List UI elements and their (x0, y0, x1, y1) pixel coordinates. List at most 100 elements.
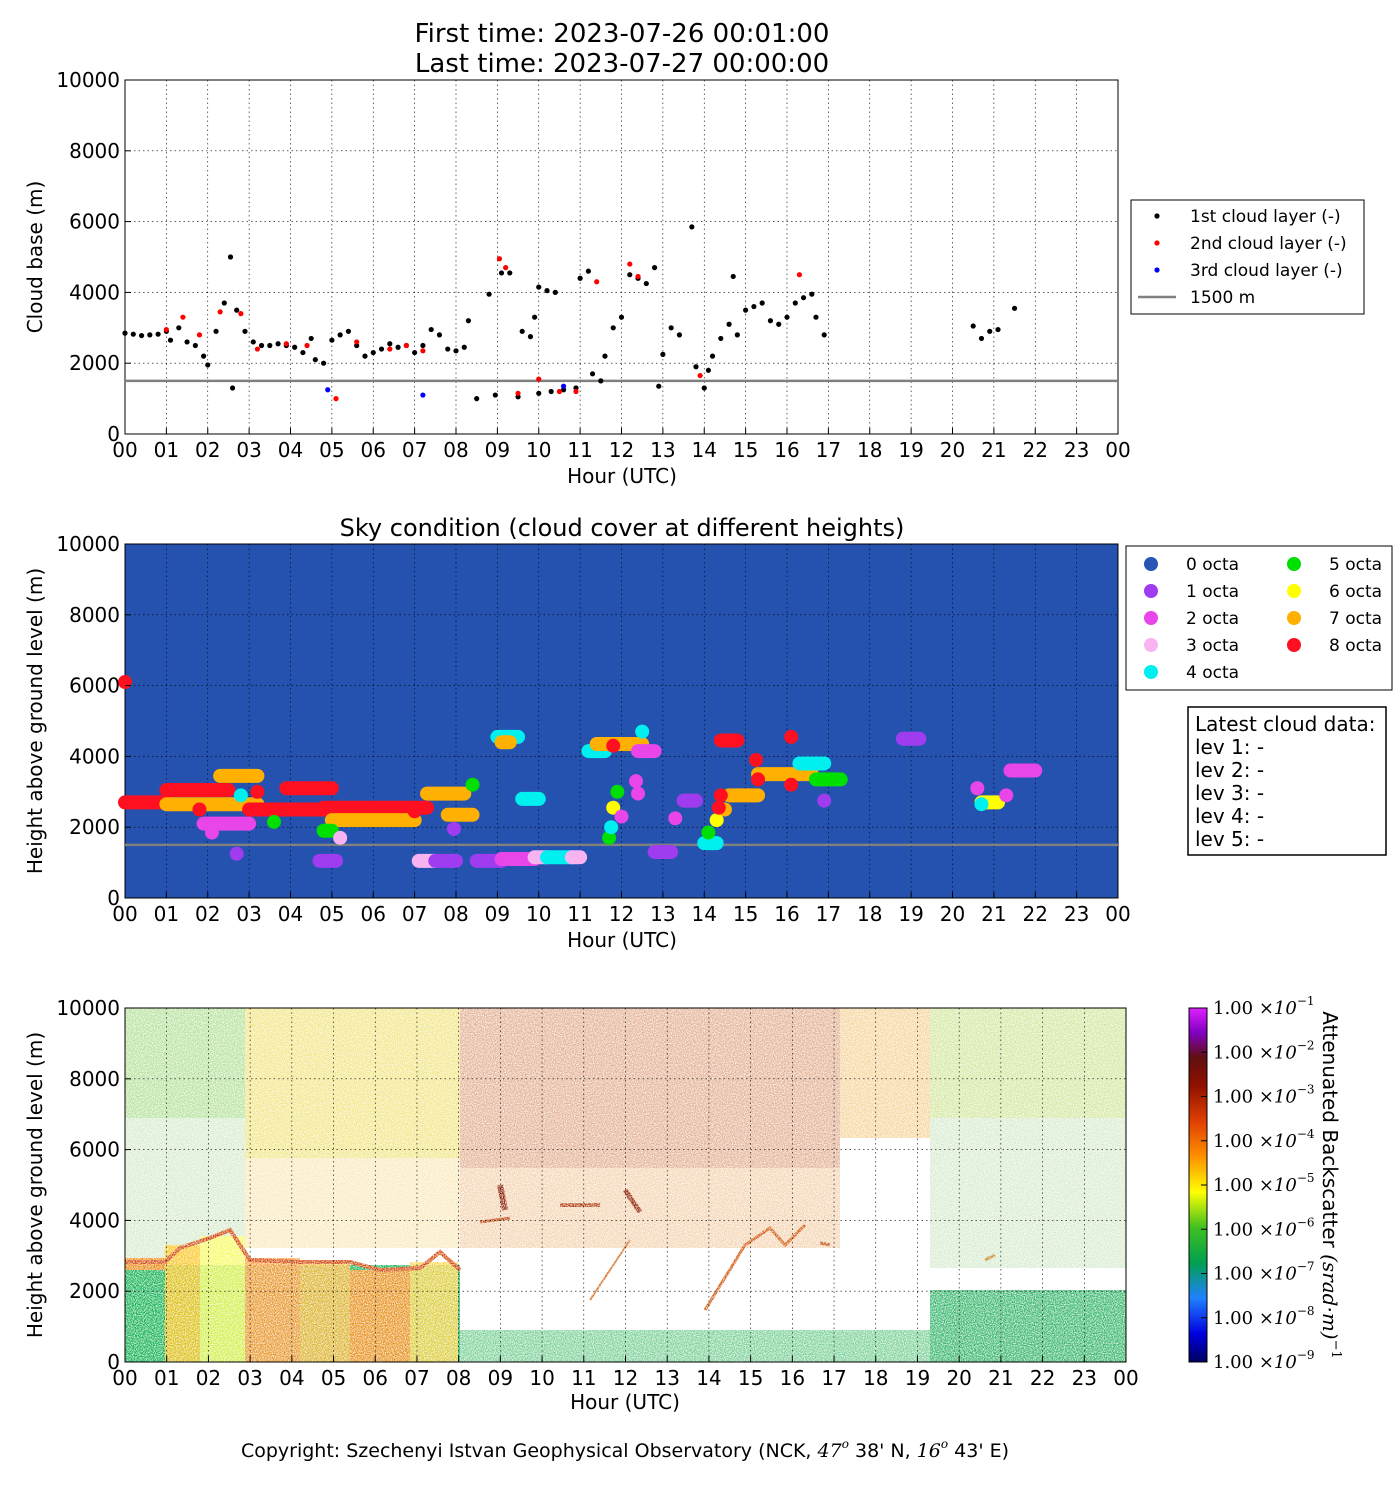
cloud-base-point-layer1 (201, 353, 207, 359)
octa-legend-marker-1 (1144, 584, 1158, 598)
x-tick-label: 06 (361, 902, 386, 926)
sky-octa-2-point (631, 786, 646, 801)
x-tick-label: 16 (780, 1366, 805, 1390)
y-tick-label: 2000 (69, 815, 120, 839)
cloud-base-point-layer2 (573, 388, 579, 395)
cloud-base-point-layer2 (594, 279, 600, 285)
latest-lev1: lev 1: - (1195, 735, 1264, 759)
x-tick-label: 13 (654, 1366, 679, 1390)
cloud-base-point-layer1 (813, 314, 819, 320)
latest-lev4: lev 4: - (1195, 804, 1264, 828)
last-time-label: Last time: 2023-07-27 00:00:00 (415, 49, 829, 79)
cloud-base-point-layer1 (167, 337, 174, 343)
cloud-base-point-layer1 (395, 344, 401, 350)
x-tick-label: 21 (988, 1366, 1013, 1390)
sky-condition-x-label: Hour (UTC) (567, 928, 677, 952)
cloud-base-point-layer1 (507, 270, 513, 276)
x-tick-label: 05 (321, 1366, 346, 1390)
sky-octa-2-point (668, 811, 683, 826)
sky-condition-y-label: Height above ground level (m) (23, 568, 47, 874)
cloud-base-point-layer1 (532, 314, 538, 320)
x-tick-label: 04 (278, 902, 303, 926)
cloud-base-point-layer2 (420, 348, 426, 354)
cloud-base-point-layer1 (718, 335, 724, 342)
x-tick-label: 12 (609, 902, 634, 926)
cloud-base-point-layer1 (618, 314, 625, 320)
cloud-base-point-layer1 (552, 289, 558, 295)
octa-legend-marker-5 (1287, 557, 1301, 571)
sky-octa-8-point (118, 675, 132, 690)
x-tick-label: 01 (154, 902, 179, 926)
cloud-base-point-layer1 (660, 351, 666, 357)
cloud-base-point-layer1 (585, 268, 592, 274)
x-tick-label: 22 (1023, 438, 1048, 462)
cloud-base-point-layer1 (759, 300, 765, 306)
cloud-base-point-layer1 (205, 362, 211, 368)
cloud-base-point-layer1 (743, 307, 749, 313)
cloud-base-point-layer1 (978, 335, 985, 342)
cloud-base-point-layer1 (767, 318, 774, 324)
sky-octa-4-point (604, 820, 619, 835)
y-tick-label: 2000 (69, 351, 120, 375)
x-tick-label: 00 (1105, 902, 1130, 926)
x-tick-label: 01 (154, 438, 179, 462)
first-time-label: First time: 2023-07-26 00:01:00 (415, 19, 830, 49)
x-tick-label: 09 (485, 902, 510, 926)
x-tick-label: 08 (446, 1366, 471, 1390)
octa-legend-label-8: 8 octa (1329, 636, 1382, 656)
colorbar-tick-label: 1.00 ×10−6 (1213, 1215, 1315, 1240)
cloud-base-point-layer1 (627, 272, 633, 278)
latest-lev2: lev 2: - (1195, 758, 1264, 782)
sky-octa-8-point (606, 738, 621, 753)
cloud-base-point-layer1 (321, 360, 327, 366)
backscatter-grid (125, 1008, 1126, 1362)
cloud-base-point-layer1 (420, 342, 426, 349)
x-tick-label: 02 (195, 438, 220, 462)
x-tick-label: 18 (857, 438, 882, 462)
x-tick-label: 16 (774, 902, 799, 926)
cloud-base-point-layer1 (130, 331, 136, 337)
cloud-base-point-layer1 (577, 275, 583, 281)
cloud-base-point-layer1 (676, 332, 683, 338)
x-tick-label: 21 (981, 438, 1006, 462)
cloud-base-point-layer1 (184, 339, 190, 345)
cloud-base-point-layer1 (689, 224, 695, 230)
y-tick-label: 8000 (69, 139, 120, 163)
x-tick-label: 15 (738, 1366, 763, 1390)
x-tick-label: 07 (402, 438, 427, 462)
sky-octa-4-point (974, 797, 989, 812)
sky-octa-1-point (446, 821, 461, 836)
x-tick-label: 13 (650, 902, 675, 926)
cloud-base-points (122, 224, 1018, 402)
cloud-base-grid (125, 80, 1118, 434)
cloud-base-point-layer2 (403, 342, 409, 349)
colorbar-label: Attenuated Backscatter (srad·m)−1 (1318, 1011, 1343, 1359)
x-tick-label: 14 (692, 902, 717, 926)
x-tick-label: 00 (112, 438, 137, 462)
x-tick-label: 00 (1105, 438, 1130, 462)
x-tick-label: 11 (567, 902, 592, 926)
x-tick-label: 19 (898, 438, 923, 462)
cloud-base-point-layer2 (163, 326, 169, 333)
cloud-base-point-layer1 (987, 328, 993, 334)
cloud-base-point-layer1 (428, 326, 434, 333)
sky-octa-4-point (233, 788, 248, 803)
cloud-base-point-layer2 (180, 314, 186, 320)
cloud-base-point-layer3 (420, 392, 426, 398)
cloud-base-point-layer1 (643, 280, 649, 287)
cloud-base-point-layer1 (147, 332, 153, 338)
x-tick-label: 00 (1113, 1366, 1138, 1390)
cloud-base-point-layer1 (548, 388, 554, 395)
cloud-base-point-layer1 (292, 344, 298, 350)
sky-octa-5-point (465, 777, 480, 792)
octa-legend-label-5: 5 octa (1329, 555, 1382, 575)
cloud-base-point-layer1 (445, 346, 451, 352)
colorbar-tick-label: 1.00 ×10−7 (1213, 1260, 1315, 1285)
cloud-base-point-layer1 (519, 328, 525, 334)
backscatter-colorbar: 1.00 ×10−9 1.00 ×10−8 1.00 ×10−7 1.00 ×10−6… (1188, 994, 1343, 1373)
legend-marker-layer1 (1154, 213, 1160, 219)
x-tick-label: 00 (112, 1366, 137, 1390)
x-tick-label: 23 (1072, 1366, 1097, 1390)
cloud-base-point-layer1 (213, 328, 219, 334)
y-tick-label: 8000 (69, 1067, 120, 1091)
